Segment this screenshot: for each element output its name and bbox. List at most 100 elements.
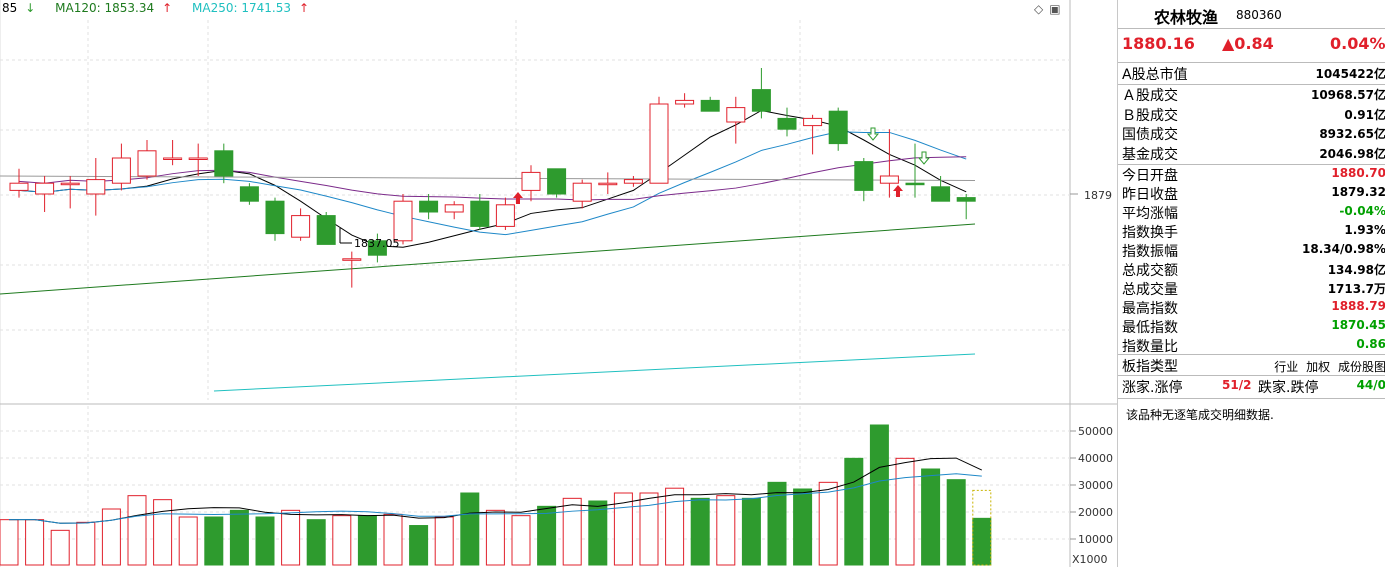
ma120-label: MA120: 1853.34 ↑ <box>55 1 173 15</box>
candle-body <box>291 215 311 238</box>
chart-corner-icons: ◇ ▣ <box>1034 2 1067 16</box>
index-stat-label: 总成交量 <box>1122 282 1178 298</box>
candle-body <box>649 103 669 184</box>
index-stat-label: 指数量比 <box>1122 339 1178 355</box>
volume-ma-line <box>9 473 982 524</box>
ma20-line <box>18 156 967 201</box>
candle-body <box>137 150 157 177</box>
index-stat-row: 昨日收盘 1879.32 <box>1118 184 1385 203</box>
down-value: 44/0 <box>1356 378 1385 392</box>
volume-bar <box>588 500 608 566</box>
candle-body <box>316 215 336 245</box>
price-change-pct: 0.04% <box>1330 34 1385 53</box>
volume-bar <box>690 497 710 566</box>
candle-body <box>854 161 874 191</box>
price-row: 1880.16 ▲0.84 0.04% <box>1118 32 1385 56</box>
index-stat-row: 最低指数 1870.45 <box>1118 317 1385 336</box>
price-axis-label: 1879 <box>1084 189 1112 202</box>
candle-body <box>111 157 131 184</box>
volume-bar <box>76 521 96 566</box>
stock-name: 农林牧渔 <box>1154 8 1219 27</box>
candle-body <box>675 99 695 105</box>
volume-bar <box>50 529 70 566</box>
board-types: 行业 加权 成份股图 <box>1270 358 1385 375</box>
up-label: 涨家.涨停 <box>1122 380 1183 396</box>
down-label: 跌家.跌停 <box>1258 380 1319 396</box>
ma5-line <box>18 109 967 248</box>
volume-ma-line <box>9 457 983 524</box>
board-type-weighted[interactable]: 加权 <box>1306 360 1331 374</box>
no-tick-data-notice: 该品种无逐笔成交明细数据. <box>1126 408 1274 422</box>
candle-body <box>9 182 29 191</box>
volume-unit-label: X1000 <box>1072 553 1108 566</box>
index-stat-value: 0.86 <box>1356 337 1385 351</box>
candle-body <box>751 89 771 112</box>
index-stat-label: 平均涨幅 <box>1122 206 1178 222</box>
ma-prev-tail: 85 ↓ <box>2 1 36 15</box>
market-value: 1045422亿 <box>1315 67 1385 81</box>
candle-body <box>700 99 720 112</box>
sell-signal-arrow-icon <box>917 151 931 165</box>
volume-bar <box>921 468 941 566</box>
candle-body <box>188 157 208 160</box>
buy-signal-arrow-icon <box>513 192 523 204</box>
volume-tick-label: 30000 <box>1078 479 1113 492</box>
index-stat-value: 1870.45 <box>1331 318 1385 332</box>
volume-bar <box>383 513 403 566</box>
volume-bar <box>716 495 736 566</box>
volume-tick-label: 50000 <box>1078 425 1113 438</box>
index-stat-row: 指数量比 0.86 <box>1118 336 1385 355</box>
volume-stat-row: Ａ股成交 10968.57亿 <box>1118 85 1385 104</box>
candle-body <box>86 179 106 195</box>
volume-bar <box>127 495 147 566</box>
board-type-label: 板指类型 <box>1122 359 1178 375</box>
volume-bar <box>895 457 915 566</box>
volume-bar <box>639 492 659 566</box>
sell-signal-arrow-icon <box>866 127 880 141</box>
volume-bar <box>511 515 531 566</box>
kline-chart-area[interactable]: 1837.05 1879 50000 40000 30000 20000 10000 X1… <box>0 0 1117 567</box>
volume-bar <box>844 457 864 566</box>
index-stat-label: 昨日收盘 <box>1122 187 1178 203</box>
index-stat-row: 指数振幅 18.34/0.98% <box>1118 241 1385 260</box>
index-stat-label: 今日开盘 <box>1122 168 1178 184</box>
volume-bar <box>255 516 275 566</box>
ma-legend: 85 ↓ MA120: 1853.34 ↑ MA250: 1741.53 ↑ <box>2 1 325 15</box>
volume-bar <box>613 492 633 566</box>
up-down-row: 涨家.涨停 51/2 跌家.跌停 44/0 <box>1118 376 1385 396</box>
volume-bar <box>562 497 582 566</box>
stock-code: 880360 <box>1236 8 1282 22</box>
candle-body <box>777 117 797 130</box>
candle-body <box>470 200 490 227</box>
ma10-line <box>18 131 967 236</box>
volume-bar <box>229 509 249 566</box>
volume-stat-row: 国债成交 8932.65亿 <box>1118 124 1385 143</box>
index-stat-label: 指数换手 <box>1122 225 1178 241</box>
volume-stat-row: 基金成交 2046.98亿 <box>1118 144 1385 163</box>
volume-stat-row: Ｂ股成交 0.91亿 <box>1118 105 1385 124</box>
board-type-industry[interactable]: 行业 <box>1274 360 1299 374</box>
volume-bar <box>793 488 813 566</box>
ma60-line <box>0 175 976 181</box>
volume-bar <box>869 424 889 566</box>
volume-bar <box>281 509 301 566</box>
volume-bar <box>767 481 787 566</box>
board-type-constituents[interactable]: 成份股图 <box>1337 360 1385 374</box>
volume-stat-value: 2046.98亿 <box>1319 146 1385 161</box>
volume-stat-value: 10968.57亿 <box>1310 88 1385 102</box>
volume-stat-value: 8932.65亿 <box>1319 127 1385 141</box>
kline-svg[interactable]: 1837.05 1879 50000 40000 30000 20000 10000 X1… <box>0 0 1117 567</box>
candle-body <box>60 182 80 186</box>
volume-stat-label: Ａ股成交 <box>1122 88 1178 104</box>
diamond-icon[interactable]: ◇ <box>1034 2 1044 16</box>
candle-body <box>342 258 362 261</box>
ma250-label: MA250: 1741.53 ↑ <box>192 1 310 15</box>
candle-body <box>572 182 592 202</box>
volume-tick-label: 10000 <box>1078 533 1113 546</box>
index-stat-value: -0.04% <box>1339 204 1385 218</box>
window-restore-icon[interactable]: ▣ <box>1049 2 1061 16</box>
volume-bar <box>537 505 557 566</box>
stock-title-row: 农林牧渔 880360 <box>1118 0 1385 28</box>
index-stat-value: 1879.32 <box>1331 185 1385 199</box>
current-price: 1880.16 <box>1122 34 1195 53</box>
